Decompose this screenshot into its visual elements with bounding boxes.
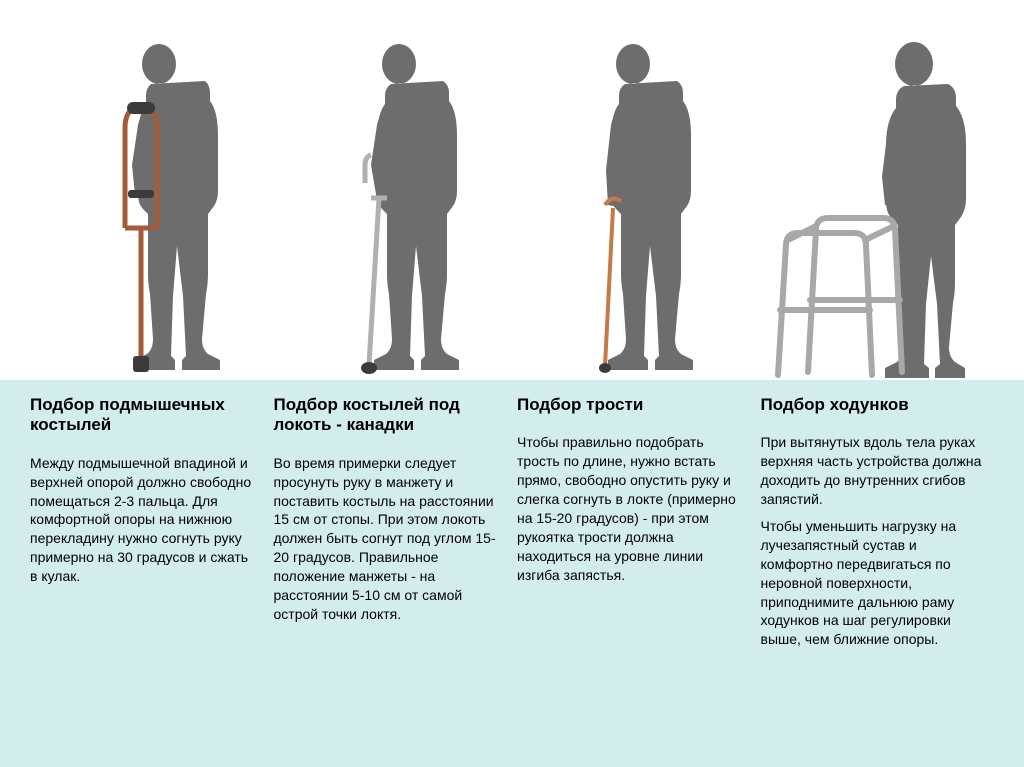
figure-axillary-crutch [40,30,276,380]
body-forearm: Во время примерки следует просунуть руку… [274,454,498,624]
col-cane: Подбор трости Чтобы правильно подобрать … [517,395,761,747]
title-axillary: Подбор подмышечных костылей [30,395,254,436]
cane-svg [545,30,715,380]
col-axillary: Подбор подмышечных костылей Между подмыш… [30,395,274,747]
col-walker: Подбор ходунков При вытянутых вдоль тела… [761,395,1005,747]
forearm-crutch-svg [309,30,479,380]
figure-cane [512,30,748,380]
figure-walker [748,30,984,380]
body-cane: Чтобы правильно подобрать трость по длин… [517,433,741,584]
text-row: Подбор подмышечных костылей Между подмыш… [0,380,1024,767]
axillary-crutch-svg [73,30,243,380]
body-axillary: Между подмышечной впадиной и верхней опо… [30,454,254,586]
body-walker-2: Чтобы уменьшить нагрузку на лучезапястны… [761,517,985,649]
figure-forearm-crutch [276,30,512,380]
body-walker-1: При вытянутых вдоль тела руках верхняя ч… [761,433,985,509]
walker-svg [766,30,966,380]
title-forearm: Подбор костылей под локоть - канадки [274,395,498,436]
figures-row [0,0,1024,380]
col-forearm: Подбор костылей под локоть - канадки Во … [274,395,518,747]
title-cane: Подбор трости [517,395,741,415]
title-walker: Подбор ходунков [761,395,985,415]
